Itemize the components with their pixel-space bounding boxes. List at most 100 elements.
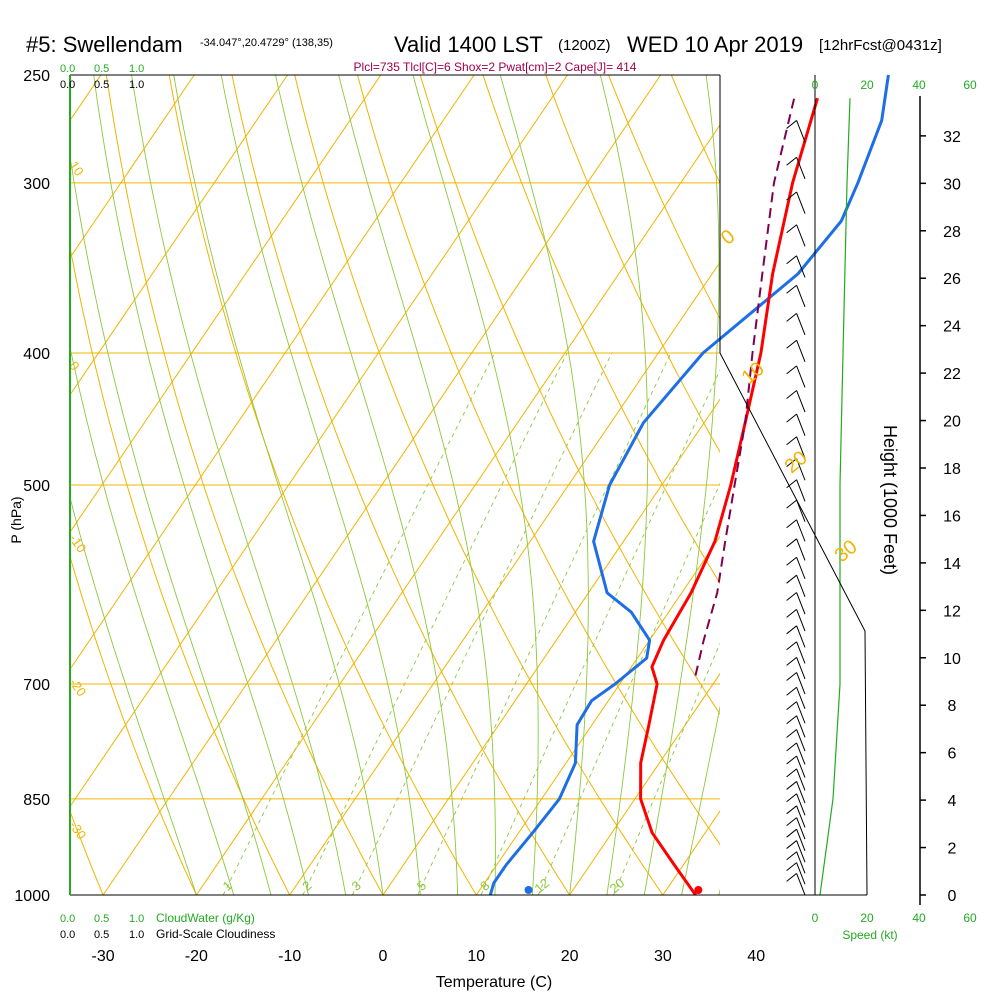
height-tick-label: 30 — [943, 176, 961, 193]
cloudwater-green-0-bottom: 0.0 — [60, 913, 75, 925]
mixing-ratio-line — [417, 352, 672, 895]
wind-barb-shaft — [796, 390, 806, 413]
wind-barb-flag — [786, 625, 797, 635]
wind-barb-shaft — [796, 313, 806, 336]
height-tick-label: 26 — [943, 271, 961, 288]
wind-barb-shaft — [796, 609, 806, 632]
forecast-run: [12hrFcst@0431z] — [819, 37, 942, 54]
wind-barb — [786, 479, 806, 502]
wind-barb-flag — [786, 191, 797, 201]
station-title: #5: Swellendam — [26, 32, 183, 57]
mixing-ratio-label: 2 — [299, 878, 314, 894]
wind-barb-flag — [786, 851, 797, 861]
mixing-ratio-line — [613, 642, 720, 895]
wind-barb — [786, 851, 806, 874]
temperature-tick-label: 30 — [654, 948, 672, 965]
wind-barb-shaft — [796, 657, 806, 680]
wind-barb-flag — [786, 768, 797, 778]
wind-barb-flag — [786, 224, 797, 234]
wind-barb-shaft — [796, 224, 806, 247]
speed-tick-bottom-1: 20 — [860, 911, 874, 925]
cloudwater-green-2: 1.0 — [129, 63, 144, 75]
height-tick-label: 16 — [943, 508, 961, 525]
wind-barb-flag — [786, 781, 797, 790]
cloudwater-green-1-bottom: 0.5 — [94, 913, 109, 925]
wind-barb — [786, 873, 806, 896]
wind-barb — [786, 156, 806, 180]
axes-layer: 1 2 3 5 8 12 20100-10-20-300102030250300400500… — [14, 68, 961, 965]
wind-barb-flag — [786, 519, 797, 529]
wind-barb — [786, 436, 806, 459]
dry-adiabat — [357, 75, 720, 846]
pressure-tick-label: 300 — [23, 176, 50, 193]
dry-adiabat — [70, 809, 104, 895]
wind-barb — [786, 390, 806, 413]
isotherm-line — [0, 75, 8, 895]
wind-barb — [786, 817, 806, 840]
wind-barb-flag — [786, 436, 797, 446]
moist-adiabat — [499, 75, 589, 895]
wind-barb-flag — [786, 742, 797, 752]
temperature-tick-label: -10 — [278, 948, 301, 965]
wind-barb-flag — [786, 156, 797, 166]
surface-temperature-marker — [694, 886, 703, 894]
wind-barb — [786, 805, 806, 828]
wind-barb-shaft — [796, 805, 806, 828]
y-axis-label: P (hPa) — [8, 496, 24, 543]
mixing-ratio-line — [302, 352, 568, 895]
dry-adiabat — [922, 75, 1000, 895]
moist-adiabat — [70, 495, 197, 895]
dry-adiabat — [985, 75, 1000, 895]
wind-barb-flag — [786, 656, 797, 666]
cloudiness-black-1-bottom: 0.5 — [94, 929, 109, 941]
moist-adiabat-label: 30 — [831, 536, 862, 567]
cloudwater-green-1: 0.5 — [94, 63, 109, 75]
cloudwater-green-0: 0.0 — [60, 63, 75, 75]
wind-barb — [786, 519, 806, 542]
wind-panel — [786, 75, 851, 896]
wind-barb-shaft — [796, 755, 806, 778]
height-tick-label: 18 — [943, 461, 961, 478]
wind-barb-shaft — [796, 255, 806, 278]
moist-adiabat — [131, 75, 347, 895]
wind-barb-shaft — [796, 574, 806, 597]
wind-barb — [786, 365, 806, 388]
wind-barb-flag — [786, 686, 797, 696]
parcel-trace-line — [694, 97, 796, 676]
height-tick-label: 14 — [943, 556, 961, 573]
cloudiness-black-2: 1.0 — [129, 79, 144, 91]
wind-barb — [786, 191, 806, 214]
height-axis-label: Height (1000 Feet) — [880, 425, 900, 575]
station-coords: -34.047°,20.4729° (138,35) — [200, 37, 333, 49]
height-tick-label: 32 — [943, 129, 961, 146]
wind-barb — [786, 742, 806, 765]
wind-barb — [786, 625, 806, 648]
wind-barb — [786, 224, 806, 247]
temperature-tick-label: 20 — [561, 948, 579, 965]
mixing-ratio-line — [480, 369, 720, 895]
cloudiness-black-2-bottom: 1.0 — [129, 929, 144, 941]
pressure-tick-label: 250 — [23, 68, 50, 85]
stability-indices: Plcl=735 Tlcl[C]=6 Shox=2 Pwat[cm]=2 Cap… — [354, 60, 637, 74]
wind-barb-flag — [786, 805, 797, 815]
dry-adiabat — [105, 75, 384, 895]
dry-adiabat — [294, 75, 664, 895]
dry-adiabat — [231, 75, 571, 895]
wind-barb-shaft — [796, 499, 806, 522]
wind-barb-shaft — [796, 851, 806, 874]
wind-barb-flag — [786, 715, 797, 725]
height-tick-label: 10 — [943, 651, 961, 668]
wind-barb-flag — [786, 390, 797, 399]
wind-barb-flag — [786, 592, 797, 601]
pressure-tick-label: 400 — [23, 346, 50, 363]
dry-adiabat — [70, 554, 197, 895]
wind-barb — [786, 656, 806, 680]
wind-barb — [786, 609, 806, 632]
mixing-ratio-line — [351, 352, 613, 895]
wind-barb-shaft — [796, 672, 806, 695]
moist-adiabat — [681, 705, 720, 895]
wind-barb-flag — [786, 729, 797, 738]
wind-barb — [786, 793, 806, 816]
speed-axis-label: Speed (kt) — [842, 928, 897, 942]
